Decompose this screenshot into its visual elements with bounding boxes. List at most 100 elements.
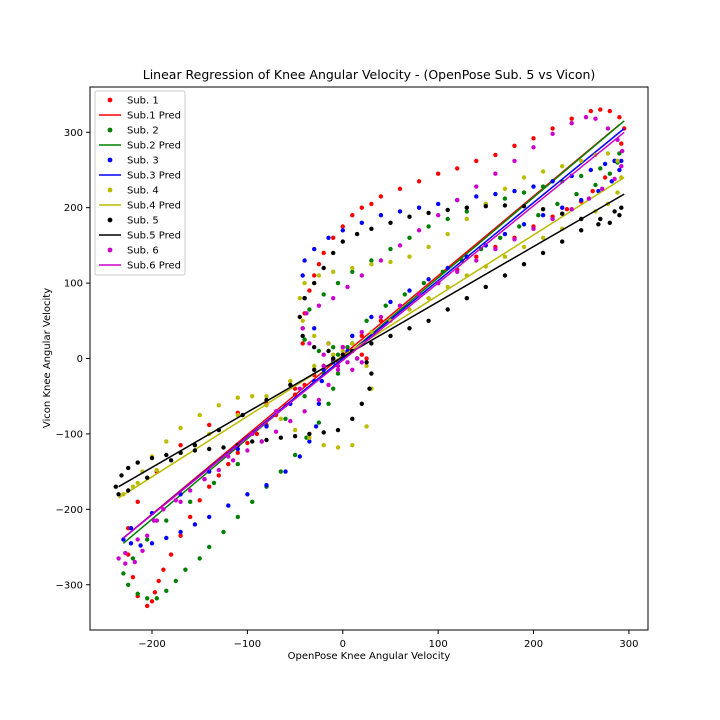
data-point-sub-3-4 [164, 535, 169, 541]
data-point-sub-5-49 [617, 213, 622, 218]
data-point-sub-2-19 [335, 371, 341, 376]
data-point-sub-2-11 [250, 499, 255, 504]
data-point-sub-1-9 [207, 484, 212, 489]
data-point-sub-3-52 [502, 231, 508, 237]
data-point-sub-4-61 [350, 341, 355, 346]
data-point-sub-1-46 [512, 143, 517, 148]
data-point-sub-6-58 [474, 258, 479, 263]
data-point-sub-6-27 [300, 326, 305, 331]
data-point-sub-1-49 [569, 116, 574, 121]
data-point-sub-5-27 [300, 333, 305, 339]
data-point-sub-6-62 [397, 303, 403, 308]
data-point-sub-5-73 [168, 458, 174, 463]
data-point-sub-2-25 [302, 337, 307, 342]
data-point-sub-3-41 [588, 167, 593, 173]
data-point-sub-6-63 [378, 314, 384, 320]
data-point-sub-6-68 [273, 409, 279, 414]
data-point-sub-6-48 [620, 148, 625, 154]
data-point-sub-2-47 [607, 171, 612, 176]
data-point-sub-3-33 [436, 201, 441, 207]
data-point-sub-3-56 [426, 277, 431, 282]
data-point-sub-1-41 [416, 179, 422, 184]
data-point-sub-5-50 [619, 205, 624, 210]
data-point-sub-2-50 [555, 201, 560, 207]
data-point-sub-4-17 [364, 424, 369, 429]
data-point-sub-5-33 [340, 239, 345, 244]
x-tick-label: −200 [138, 639, 165, 650]
x-tick-label: 100 [429, 639, 448, 650]
data-point-sub-6-55 [531, 226, 536, 231]
data-point-sub-3-8 [226, 503, 231, 508]
x-tick-label: 200 [524, 639, 543, 650]
data-point-sub-4-28 [331, 269, 336, 274]
data-point-sub-6-72 [178, 499, 183, 504]
data-point-sub-1-8 [197, 498, 202, 503]
data-point-sub-5-25 [326, 348, 331, 354]
data-point-sub-5-9 [221, 445, 226, 450]
data-point-sub-2-2 [145, 596, 150, 601]
data-point-sub-3-5 [178, 529, 183, 535]
legend-item-sub-2: Sub. 2 [107, 126, 159, 137]
series-sub-6-pred [122, 131, 625, 539]
data-point-sub-5-59 [464, 296, 469, 301]
data-point-sub-6-29 [316, 303, 322, 308]
data-point-sub-5-48 [607, 220, 612, 225]
data-point-sub-6-61 [416, 292, 422, 297]
data-point-sub-3-60 [350, 333, 355, 339]
data-point-sub-5-66 [331, 356, 336, 361]
data-point-sub-3-15 [316, 401, 322, 406]
data-point-sub-1-4 [161, 567, 166, 572]
data-point-sub-1-11 [226, 461, 231, 467]
regression-line-sub-5-pred [118, 193, 625, 488]
data-point-sub-1-47 [531, 136, 536, 141]
data-point-sub-3-1 [128, 541, 134, 546]
data-point-sub-3-0 [121, 537, 126, 542]
data-point-sub-5-5 [164, 452, 169, 458]
data-point-sub-2-38 [502, 196, 508, 201]
data-point-sub-4-64 [288, 378, 293, 384]
data-point-sub-2-32 [388, 246, 393, 252]
legend-label: Sub. 4 [127, 186, 159, 197]
data-point-sub-2-62 [335, 352, 341, 357]
y-tick-label: 0 [77, 354, 83, 365]
legend-marker [107, 157, 113, 163]
data-point-sub-5-54 [560, 239, 565, 244]
data-point-sub-6-22 [359, 360, 364, 365]
legend-label: Sub.5 Pred [127, 231, 181, 242]
data-point-sub-2-48 [593, 182, 598, 188]
data-point-sub-6-64 [359, 329, 364, 335]
data-point-sub-1-38 [369, 201, 374, 207]
data-point-sub-3-64 [264, 424, 269, 429]
data-point-sub-2-14 [292, 452, 298, 458]
data-point-sub-2-1 [135, 591, 140, 596]
data-point-sub-5-67 [312, 367, 317, 372]
data-point-sub-2-6 [183, 567, 188, 572]
legend-item-sub-1-pred: Sub.1 Pred [99, 111, 181, 122]
data-point-sub-6-65 [340, 345, 345, 350]
data-point-sub-5-15 [307, 431, 312, 437]
data-point-sub-4-6 [197, 412, 202, 418]
data-point-sub-6-31 [345, 284, 350, 290]
data-point-sub-4-53 [502, 254, 508, 259]
data-point-sub-3-48 [579, 197, 584, 203]
legend-box [94, 90, 186, 276]
data-point-sub-4-12 [292, 427, 298, 433]
data-point-sub-6-6 [161, 507, 166, 512]
data-point-sub-5-52 [598, 216, 603, 222]
data-point-sub-5-76 [116, 492, 121, 497]
data-point-sub-5-45 [560, 211, 565, 216]
data-point-sub-5-17 [335, 427, 341, 433]
data-point-sub-5-19 [359, 401, 364, 406]
data-point-sub-3-65 [235, 446, 240, 452]
data-point-sub-2-28 [321, 292, 326, 297]
data-point-sub-2-71 [145, 537, 150, 542]
data-point-sub-4-35 [464, 216, 469, 222]
data-point-sub-1-6 [178, 533, 183, 538]
data-point-sub-4-29 [350, 265, 355, 271]
data-point-sub-4-37 [502, 186, 508, 191]
data-point-sub-2-17 [326, 401, 331, 406]
data-point-sub-1-45 [493, 152, 498, 158]
data-point-sub-2-24 [316, 348, 322, 354]
data-point-sub-4-41 [579, 158, 584, 164]
legend-label: Sub. 3 [127, 156, 159, 167]
